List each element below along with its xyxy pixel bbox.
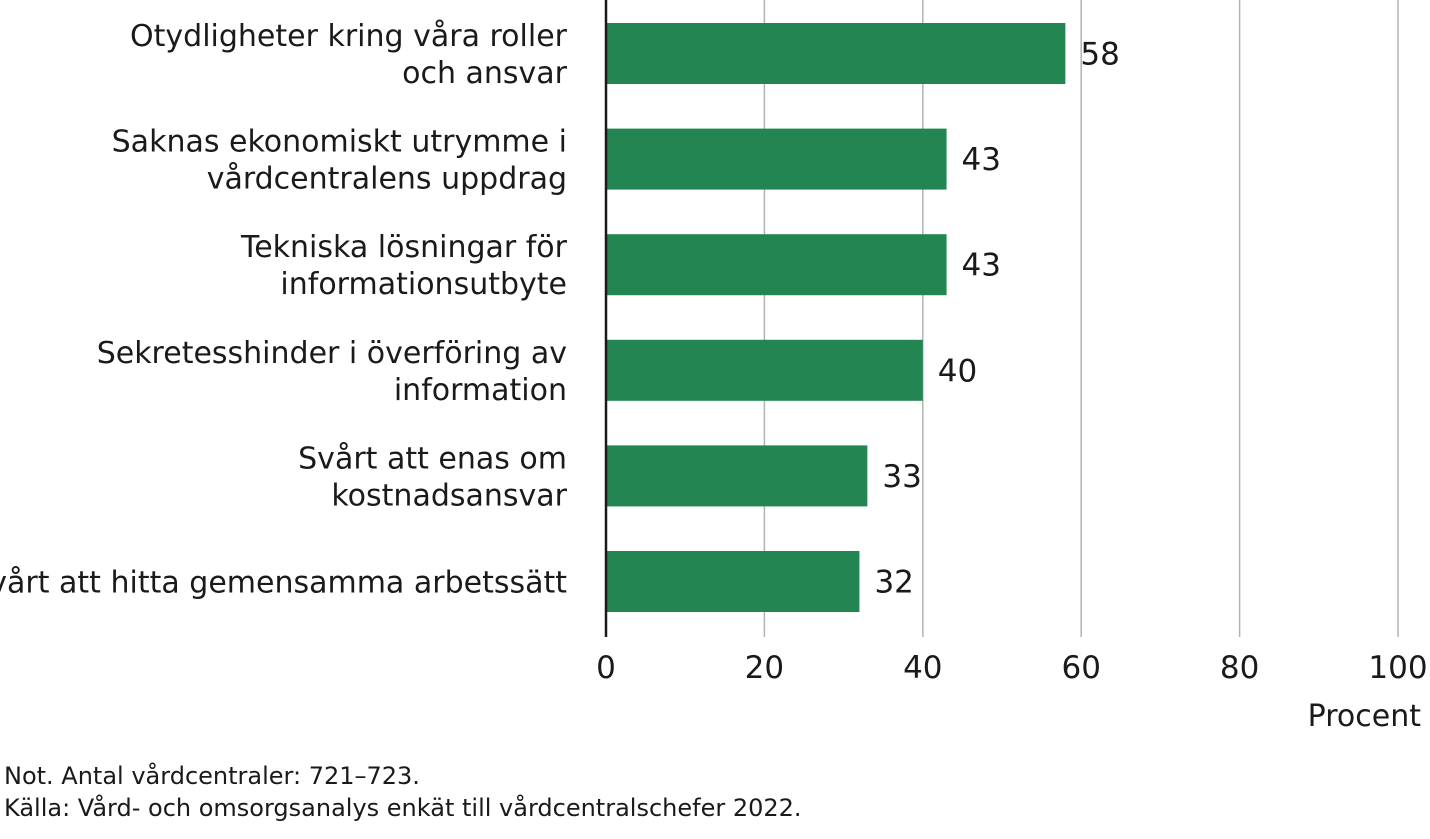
source-text: Källa: Vård- och omsorgsanalys enkät til… (4, 794, 802, 822)
note-text: Not. Antal vårdcentraler: 721–723. (4, 762, 420, 790)
x-tick-labels: 0 20 40 60 80 100 (596, 650, 1427, 686)
value-label: 32 (874, 565, 913, 601)
bar-chart: Otydligheter kring våra roller och ansvar… (0, 0, 1428, 734)
category-labels: Otydligheter kring våra roller och ansvar… (0, 19, 568, 601)
bar (606, 234, 947, 296)
category-label: Tekniska lösningar för informationsutbyte (240, 230, 568, 302)
bar (606, 445, 868, 507)
category-label: Saknas ekonomiskt utrymme i vårdcentralen… (112, 125, 567, 197)
x-tick-label: 20 (745, 650, 784, 686)
category-label: Otydligheter kring våra roller och ansvar (130, 19, 568, 91)
category-label: Svårt att enas om kostnadsansvar (298, 441, 568, 513)
value-label: 40 (938, 353, 977, 389)
x-tick-label: 0 (596, 650, 616, 686)
x-tick-label: 80 (1220, 650, 1259, 686)
x-axis-title: Procent (1308, 699, 1422, 734)
value-labels: 58 43 43 40 33 32 (874, 37, 1119, 601)
x-tick-label: 100 (1368, 650, 1427, 686)
x-tick-label: 40 (903, 650, 942, 686)
chart-notes: Not. Antal vårdcentraler: 721–723. Källa… (4, 760, 802, 824)
value-label: 58 (1080, 37, 1119, 73)
category-label: Svårt att hitta gemensamma arbetssätt (0, 566, 567, 601)
grid-lines (763, 0, 1399, 637)
value-label: 43 (962, 142, 1001, 178)
category-label: Sekretesshinder i överföring av informati… (97, 336, 567, 408)
bar (606, 128, 947, 190)
value-label: 33 (882, 459, 921, 495)
x-tick-label: 60 (1061, 650, 1100, 686)
value-label: 43 (962, 248, 1001, 284)
bar (606, 339, 923, 401)
bar (606, 23, 1066, 84)
bar (606, 551, 860, 612)
bars (606, 23, 1066, 612)
